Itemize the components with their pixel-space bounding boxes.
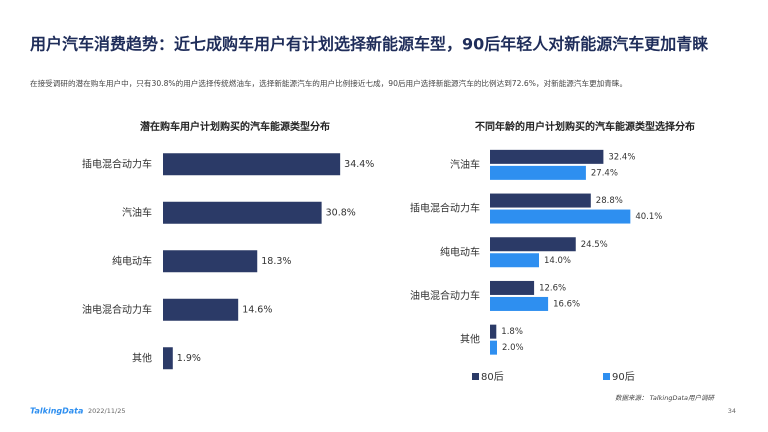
legend-swatch	[603, 373, 610, 380]
chart-title: 潜在购车用户计划购买的汽车能源类型分布	[140, 120, 330, 133]
category-label: 插电混合动力车	[82, 157, 152, 170]
value-label: 24.5%	[581, 240, 608, 250]
value-label: 2.0%	[502, 343, 524, 353]
value-label: 40.1%	[635, 212, 662, 222]
bar	[490, 253, 539, 268]
value-label: 12.6%	[539, 283, 566, 293]
bar	[490, 165, 586, 180]
category-label: 汽油车	[450, 158, 480, 171]
bar	[163, 347, 173, 370]
category-label: 纯电动车	[112, 254, 152, 267]
legend-label: 90后	[612, 371, 635, 383]
value-label: 34.4%	[344, 159, 374, 170]
slide-title: 用户汽车消费趋势：近七成购车用户有计划选择新能源车型，90后年轻人对新能源汽车更…	[30, 35, 708, 54]
source: 数据来源： TalkingData用户调研	[615, 394, 715, 402]
value-label: 28.8%	[596, 196, 623, 206]
value-label: 27.4%	[591, 168, 618, 178]
value-label: 1.8%	[501, 327, 523, 337]
category-label: 插电混合动力车	[410, 202, 480, 215]
value-label: 14.6%	[242, 304, 272, 315]
category-label: 其他	[460, 333, 480, 346]
legend-swatch	[472, 373, 479, 380]
chart-title: 不同年龄的用户计划购买的汽车能源类型选择分布	[475, 120, 695, 133]
page-number: 34	[728, 407, 736, 415]
logo: TalkingData	[30, 407, 83, 416]
bar	[163, 153, 341, 176]
category-label: 油电混合动力车	[410, 289, 480, 302]
legend-label: 80后	[481, 371, 504, 383]
value-label: 32.4%	[608, 152, 635, 162]
bar	[490, 296, 549, 311]
bar	[490, 280, 535, 295]
value-label: 16.6%	[553, 299, 580, 309]
category-label: 油电混合动力车	[82, 303, 152, 316]
bar	[163, 298, 239, 321]
value-label: 18.3%	[261, 256, 291, 267]
bar	[490, 149, 604, 164]
category-label: 纯电动车	[440, 245, 480, 258]
bar	[490, 237, 576, 252]
bar	[490, 193, 591, 208]
category-label: 汽油车	[122, 206, 152, 219]
value-label: 30.8%	[326, 207, 356, 218]
bar	[490, 209, 631, 224]
bar	[490, 340, 497, 355]
bar	[490, 324, 497, 339]
category-label: 其他	[132, 351, 152, 364]
subtitle: 在接受调研的潜在购车用户中，只有30.8%的用户选择传统燃油车，选择新能源汽车的…	[30, 78, 627, 88]
date: 2022/11/25	[88, 407, 125, 415]
bar	[163, 201, 322, 224]
bar	[163, 250, 258, 273]
value-label: 14.0%	[544, 256, 571, 266]
value-label: 1.9%	[177, 353, 201, 364]
